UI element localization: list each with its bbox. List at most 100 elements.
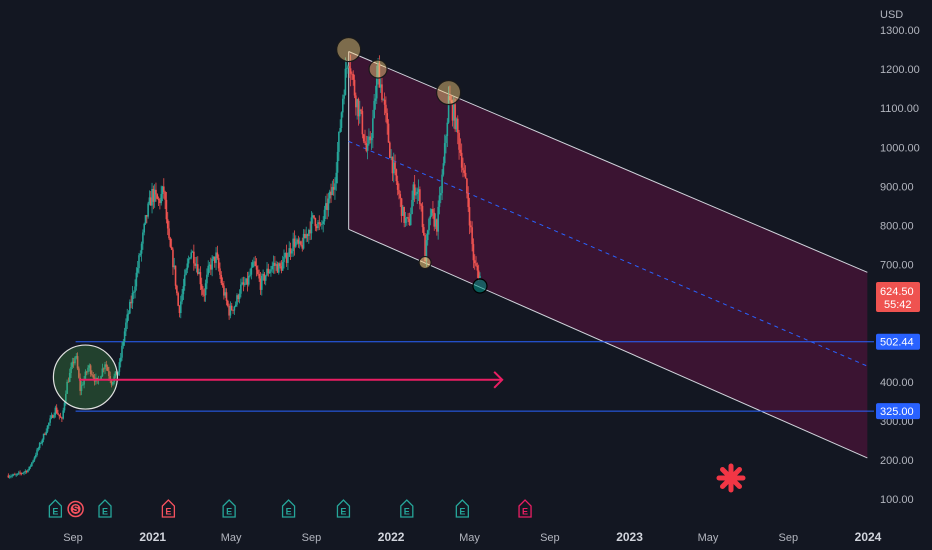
candle	[163, 178, 165, 199]
candle	[348, 62, 351, 78]
arrow-head[interactable]	[493, 371, 504, 389]
candle	[106, 364, 109, 372]
candle	[76, 352, 79, 371]
candle-body	[399, 194, 402, 199]
candle	[450, 95, 453, 105]
candle	[179, 295, 182, 319]
candle	[254, 255, 257, 267]
candle	[433, 208, 436, 231]
candle	[315, 224, 318, 232]
candle	[134, 279, 136, 299]
candle	[54, 405, 57, 418]
asterisk-logo	[716, 463, 746, 493]
candle	[300, 240, 302, 247]
event-marker-e[interactable]: E	[161, 499, 176, 518]
y-tick-label: 1100.00	[880, 103, 919, 115]
highlight-circle[interactable]	[436, 79, 462, 106]
candle	[463, 162, 466, 177]
candle-body	[37, 448, 40, 450]
event-marker-e[interactable]: E	[98, 499, 112, 518]
earnings-badge	[161, 499, 176, 518]
highlight-circle[interactable]	[52, 344, 119, 410]
event-marker-e[interactable]: E	[222, 499, 236, 518]
candle-body	[323, 209, 326, 222]
candle-body	[19, 472, 21, 474]
candle	[406, 216, 408, 226]
event-marker-e[interactable]: E	[48, 499, 63, 518]
candle-body	[49, 418, 51, 423]
candle	[301, 237, 304, 252]
event-marker-s[interactable]: S	[67, 500, 84, 518]
candle-body	[125, 322, 127, 332]
candle-body	[409, 214, 412, 226]
candle	[266, 262, 268, 277]
candle-body	[336, 151, 339, 173]
candle	[196, 256, 199, 276]
event-marker-e[interactable]: E	[455, 499, 469, 518]
candle	[155, 182, 157, 202]
channel-mid-line[interactable]	[348, 140, 868, 367]
channel-bottom-line[interactable]	[348, 228, 868, 459]
candle	[152, 185, 155, 210]
channel-top-line[interactable]	[348, 51, 868, 273]
horizontal-levels[interactable]	[75, 341, 874, 412]
candle	[236, 293, 238, 307]
candle-body	[266, 268, 268, 276]
candle-body	[91, 373, 93, 376]
candle-body	[157, 198, 160, 201]
candle	[249, 268, 251, 278]
time-axis[interactable]: Sep 2021 May Sep 2022 May Sep 2023 May Sep 2024	[63, 530, 881, 544]
candle	[10, 474, 12, 479]
candle	[123, 327, 126, 346]
candle	[361, 106, 364, 139]
highlight-circle[interactable]	[472, 278, 488, 294]
candle	[221, 277, 224, 288]
candle	[411, 190, 413, 215]
candle	[394, 154, 396, 176]
candle	[325, 195, 327, 219]
candle	[322, 216, 324, 233]
event-marker-e[interactable]: E	[281, 499, 296, 518]
candle	[57, 409, 59, 415]
highlight-circles[interactable]	[52, 36, 488, 410]
candle-body	[447, 96, 450, 123]
candle	[146, 214, 148, 224]
parallel-channel[interactable]	[348, 51, 868, 459]
current-price-value: 624.50	[880, 286, 914, 298]
candle-body	[357, 99, 360, 117]
highlight-circle[interactable]	[336, 36, 362, 63]
candle-body	[177, 293, 179, 306]
highlight-circle[interactable]	[418, 255, 432, 270]
event-letter: E	[459, 507, 465, 517]
candle-body	[224, 292, 227, 296]
candle	[81, 381, 84, 386]
candle-body	[54, 407, 57, 415]
candle	[135, 267, 138, 291]
projection-arrow[interactable]	[78, 371, 504, 389]
candle-body	[424, 235, 426, 262]
candle-body	[232, 309, 234, 311]
candle	[331, 180, 334, 196]
candle-body	[20, 473, 23, 475]
candle	[291, 248, 293, 258]
candle	[27, 468, 29, 473]
candle	[102, 367, 105, 373]
candle-body	[155, 189, 157, 195]
candle-body	[53, 414, 55, 418]
candle-body	[216, 252, 219, 259]
event-marker-e[interactable]: E	[400, 499, 414, 518]
candle	[373, 93, 375, 119]
candle-body	[76, 356, 79, 369]
event-marker-e[interactable]: E	[336, 499, 351, 518]
candle-body	[322, 221, 324, 224]
candle	[426, 229, 429, 246]
candle	[253, 257, 255, 268]
candle-body	[247, 275, 250, 285]
candle	[217, 254, 220, 272]
highlight-circle[interactable]	[368, 59, 388, 79]
y-tick-label: 1200.00	[880, 64, 920, 76]
candle-body	[123, 331, 126, 342]
event-marker-e[interactable]: E	[518, 499, 532, 518]
